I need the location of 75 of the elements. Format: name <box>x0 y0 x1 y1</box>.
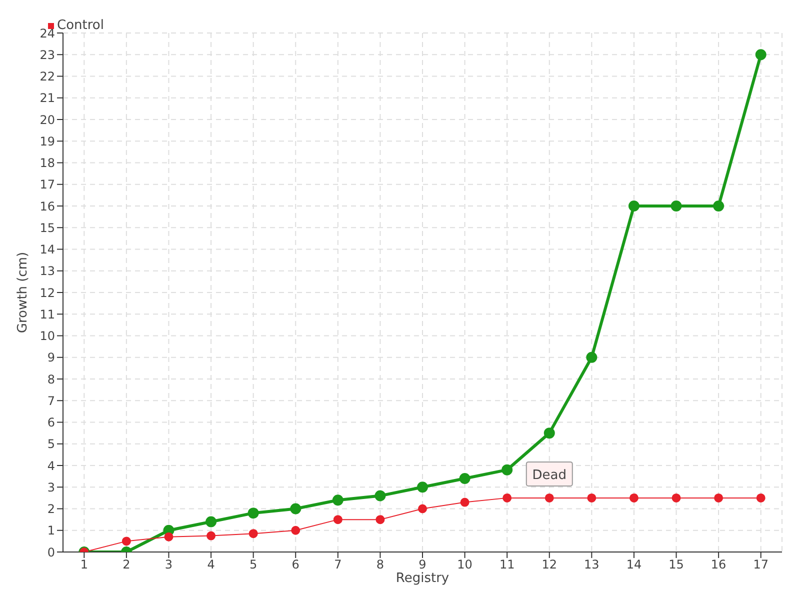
y-tick-label: 19 <box>40 134 55 148</box>
y-tick-label: 18 <box>40 156 55 170</box>
point <box>544 428 555 439</box>
point <box>713 200 724 212</box>
y-tick-label: 14 <box>40 242 55 257</box>
y-tick-label: 10 <box>40 329 55 344</box>
y-tick-label: 17 <box>40 178 55 192</box>
point <box>122 536 131 546</box>
point <box>206 531 216 540</box>
y-tick-label: 5 <box>47 437 55 452</box>
x-tick-label: 9 <box>418 558 426 572</box>
y-tick-label: 24 <box>40 26 55 40</box>
point <box>248 508 259 519</box>
point <box>460 498 470 507</box>
point <box>502 493 512 502</box>
annotation: Dead <box>532 468 566 483</box>
x-tick-label: 17 <box>753 558 768 572</box>
y-tick-label: 3 <box>47 480 55 494</box>
point <box>164 532 174 542</box>
x-tick-label: 5 <box>250 558 258 572</box>
y-tick-label: 22 <box>40 70 55 84</box>
point <box>629 493 638 502</box>
y-tick-label: 23 <box>40 48 55 62</box>
point <box>290 503 302 514</box>
x-axis-title: Registry <box>396 571 450 586</box>
point <box>417 482 428 493</box>
point <box>628 200 640 212</box>
y-tick-label: 0 <box>47 545 55 560</box>
y-tick-label: 12 <box>40 286 55 300</box>
point <box>755 49 766 60</box>
y-tick-label: 21 <box>40 91 55 106</box>
x-tick-label: 2 <box>122 558 130 572</box>
y-tick-label: 7 <box>47 394 55 408</box>
point <box>756 493 766 502</box>
point <box>459 472 470 484</box>
x-tick-label: 4 <box>207 558 215 572</box>
y-tick-label: 1 <box>47 524 55 538</box>
point <box>206 516 217 528</box>
y-axis-title: Growth (cm) <box>16 252 31 334</box>
point <box>332 494 344 506</box>
x-tick-label: 6 <box>292 558 300 572</box>
x-tick-label: 7 <box>334 558 342 572</box>
point <box>672 493 681 502</box>
x-tick-label: 1 <box>80 558 88 572</box>
point <box>374 490 386 502</box>
point <box>333 515 342 524</box>
y-tick-label: 6 <box>47 416 55 430</box>
y-tick-label: 16 <box>40 199 55 214</box>
y-tick-label: 8 <box>47 372 55 386</box>
point <box>418 504 427 514</box>
y-tick-label: 13 <box>40 264 55 278</box>
y-tick-label: 4 <box>47 458 55 473</box>
x-tick-label: 16 <box>710 558 726 572</box>
y-tick-label: 2 <box>47 502 55 516</box>
x-tick-label: 13 <box>584 558 600 572</box>
x-tick-label: 10 <box>457 558 472 572</box>
point <box>502 464 513 476</box>
y-tick-label: 11 <box>40 307 55 322</box>
point <box>291 526 300 535</box>
x-tick-label: 3 <box>164 558 173 572</box>
x-tick-label: 15 <box>668 558 684 572</box>
point <box>586 352 598 363</box>
x-tick-label: 8 <box>376 558 384 572</box>
y-tick-label: 15 <box>40 220 55 235</box>
y-tick-label: 9 <box>47 350 55 365</box>
x-tick-label: 14 <box>626 558 642 572</box>
x-tick-label: 12 <box>542 558 558 572</box>
x-tick-label: 11 <box>499 558 515 572</box>
y-tick-label: 20 <box>40 112 55 127</box>
point <box>670 200 682 212</box>
point <box>376 515 385 524</box>
point <box>248 529 258 538</box>
point <box>587 493 596 502</box>
point <box>714 493 724 502</box>
legend-label: Control <box>57 18 104 33</box>
